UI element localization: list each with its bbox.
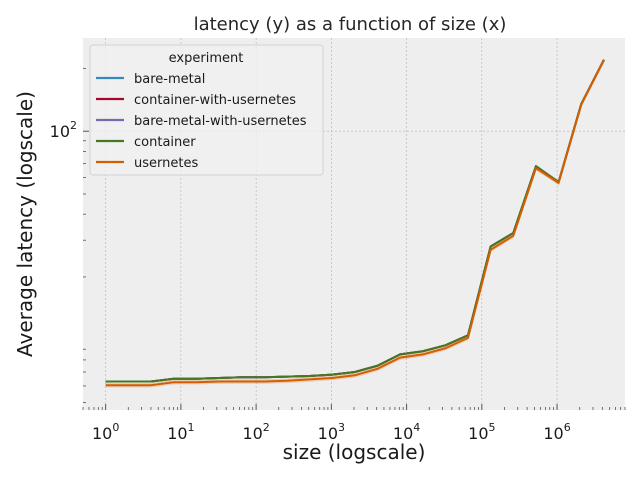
x-tick-label: 104 bbox=[393, 421, 420, 443]
x-axis-label: size (logscale) bbox=[283, 440, 426, 464]
legend-label-container: container bbox=[134, 135, 196, 150]
x-tick-label: 105 bbox=[468, 421, 495, 443]
x-tick-label: 102 bbox=[242, 421, 269, 443]
minor-ticks bbox=[82, 68, 626, 410]
legend-label-bare-metal-with-usernetes: bare-metal-with-usernetes bbox=[134, 114, 307, 129]
x-tick-label: 106 bbox=[543, 421, 570, 443]
legend-label-bare-metal: bare-metal bbox=[134, 72, 205, 87]
legend-label-usernetes: usernetes bbox=[134, 156, 198, 171]
y-tick-label: 102 bbox=[50, 119, 77, 141]
tick-labels: 100 101 102 103 104 105 106 102 bbox=[50, 119, 571, 443]
y-axis-label: Average latency (logscale) bbox=[13, 91, 37, 357]
legend-items: bare-metal container-with-usernetes bare-m… bbox=[96, 72, 307, 171]
legend: experiment bare-metal container-with-user… bbox=[89, 44, 324, 176]
x-tick-label: 103 bbox=[318, 421, 345, 443]
x-tick-label: 100 bbox=[92, 421, 119, 443]
series-line-usernetes bbox=[105, 59, 605, 387]
legend-frame bbox=[89, 44, 324, 176]
series-layer bbox=[105, 58, 605, 388]
legend-label-container-with-usernetes: container-with-usernetes bbox=[134, 93, 296, 108]
legend-title: experiment bbox=[169, 51, 244, 66]
x-tick-label: 101 bbox=[167, 421, 194, 443]
chart-title: latency (y) as a function of size (x) bbox=[194, 14, 507, 35]
